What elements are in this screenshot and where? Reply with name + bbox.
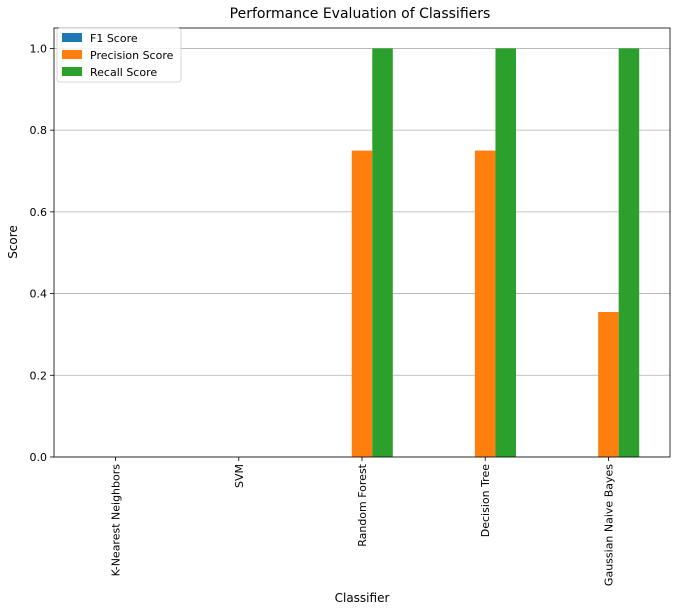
- x-tick-label: SVM: [233, 464, 246, 488]
- legend-box: [56, 27, 182, 83]
- y-tick-label: 0.4: [30, 288, 48, 301]
- bar: [351, 150, 373, 458]
- x-tick-label: Gaussian Naive Bayes: [602, 464, 615, 586]
- x-axis-ticks: K-Nearest Neighbors SVM Random Forest Decis…: [110, 457, 615, 586]
- x-tick-label: Random Forest: [356, 463, 369, 546]
- y-tick-label: 1.0: [30, 42, 48, 55]
- y-tick-label: 0.8: [30, 124, 48, 137]
- legend-label: F1 Score: [90, 32, 138, 45]
- bar: [372, 48, 393, 458]
- y-tick-label: 0.6: [30, 206, 48, 219]
- legend: F1 Score Precision Score Recall Score: [56, 27, 182, 83]
- bar: [474, 150, 496, 458]
- y-axis-label: Score: [6, 225, 20, 259]
- bar: [618, 48, 640, 458]
- bar: [598, 311, 619, 457]
- x-tick-label: Decision Tree: [479, 464, 492, 537]
- chart-title: Performance Evaluation of Classifiers: [230, 6, 491, 22]
- x-axis-label: Classifier: [335, 591, 390, 605]
- bars: [351, 48, 640, 458]
- legend-label: Precision Score: [90, 49, 174, 62]
- y-tick-label: 0.2: [30, 369, 48, 382]
- y-axis-ticks: 0.0 0.2 0.4 0.6 0.8 1.0: [30, 42, 54, 464]
- bar: [495, 48, 516, 458]
- legend-label: Recall Score: [90, 66, 157, 79]
- legend-swatch: [62, 33, 82, 42]
- y-tick-label: 0.0: [30, 451, 48, 464]
- legend-swatch: [62, 67, 82, 76]
- legend-swatch: [62, 50, 82, 59]
- x-tick-label: K-Nearest Neighbors: [110, 464, 123, 577]
